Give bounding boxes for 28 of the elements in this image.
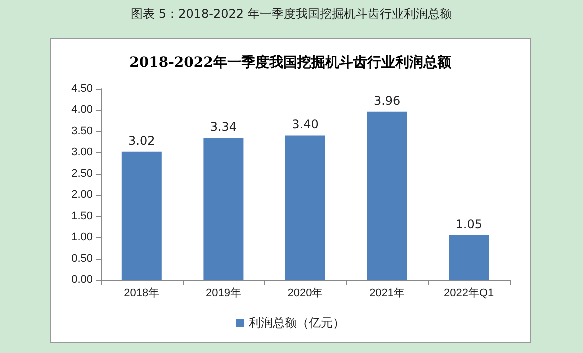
y-tick-label: 2.50 bbox=[72, 168, 93, 180]
x-tick-label: 2018年 bbox=[124, 288, 160, 300]
y-tick-label: 3.00 bbox=[72, 146, 93, 159]
data-label: 3.40 bbox=[292, 118, 319, 132]
bar bbox=[367, 112, 408, 280]
data-label: 3.34 bbox=[210, 120, 238, 134]
bar bbox=[286, 136, 326, 280]
x-tick-label: 2021年 bbox=[370, 288, 406, 300]
bar bbox=[122, 152, 162, 280]
data-label: 3.02 bbox=[128, 134, 156, 148]
bar bbox=[449, 235, 490, 280]
data-label: 1.05 bbox=[456, 217, 482, 232]
y-tick-label: 3.50 bbox=[72, 125, 93, 138]
y-tick-label: 1.50 bbox=[72, 210, 93, 222]
y-tick-label: 0.00 bbox=[72, 274, 93, 286]
x-tick-label: 2019年 bbox=[206, 288, 242, 300]
data-label: 3.96 bbox=[374, 94, 401, 108]
y-tick-label: 4.50 bbox=[72, 83, 93, 95]
y-tick-label: 1.00 bbox=[72, 232, 93, 244]
y-tick-label: 0.50 bbox=[72, 252, 93, 265]
legend-label: 利润总额（亿元） bbox=[249, 316, 345, 330]
bar bbox=[204, 138, 244, 280]
chart-title: 2018-2022年一季度我国挖掘机斗齿行业利润总额 bbox=[130, 54, 452, 71]
x-tick-label: 2022年Q1 bbox=[444, 288, 494, 300]
y-tick-label: 4.00 bbox=[72, 104, 93, 116]
x-tick-label: 2020年 bbox=[288, 288, 324, 300]
text: 图表 5：2018-2022 年一季度我国挖掘机斗齿行业利润总额 bbox=[130, 6, 453, 23]
y-tick-label: 2.00 bbox=[72, 189, 93, 202]
